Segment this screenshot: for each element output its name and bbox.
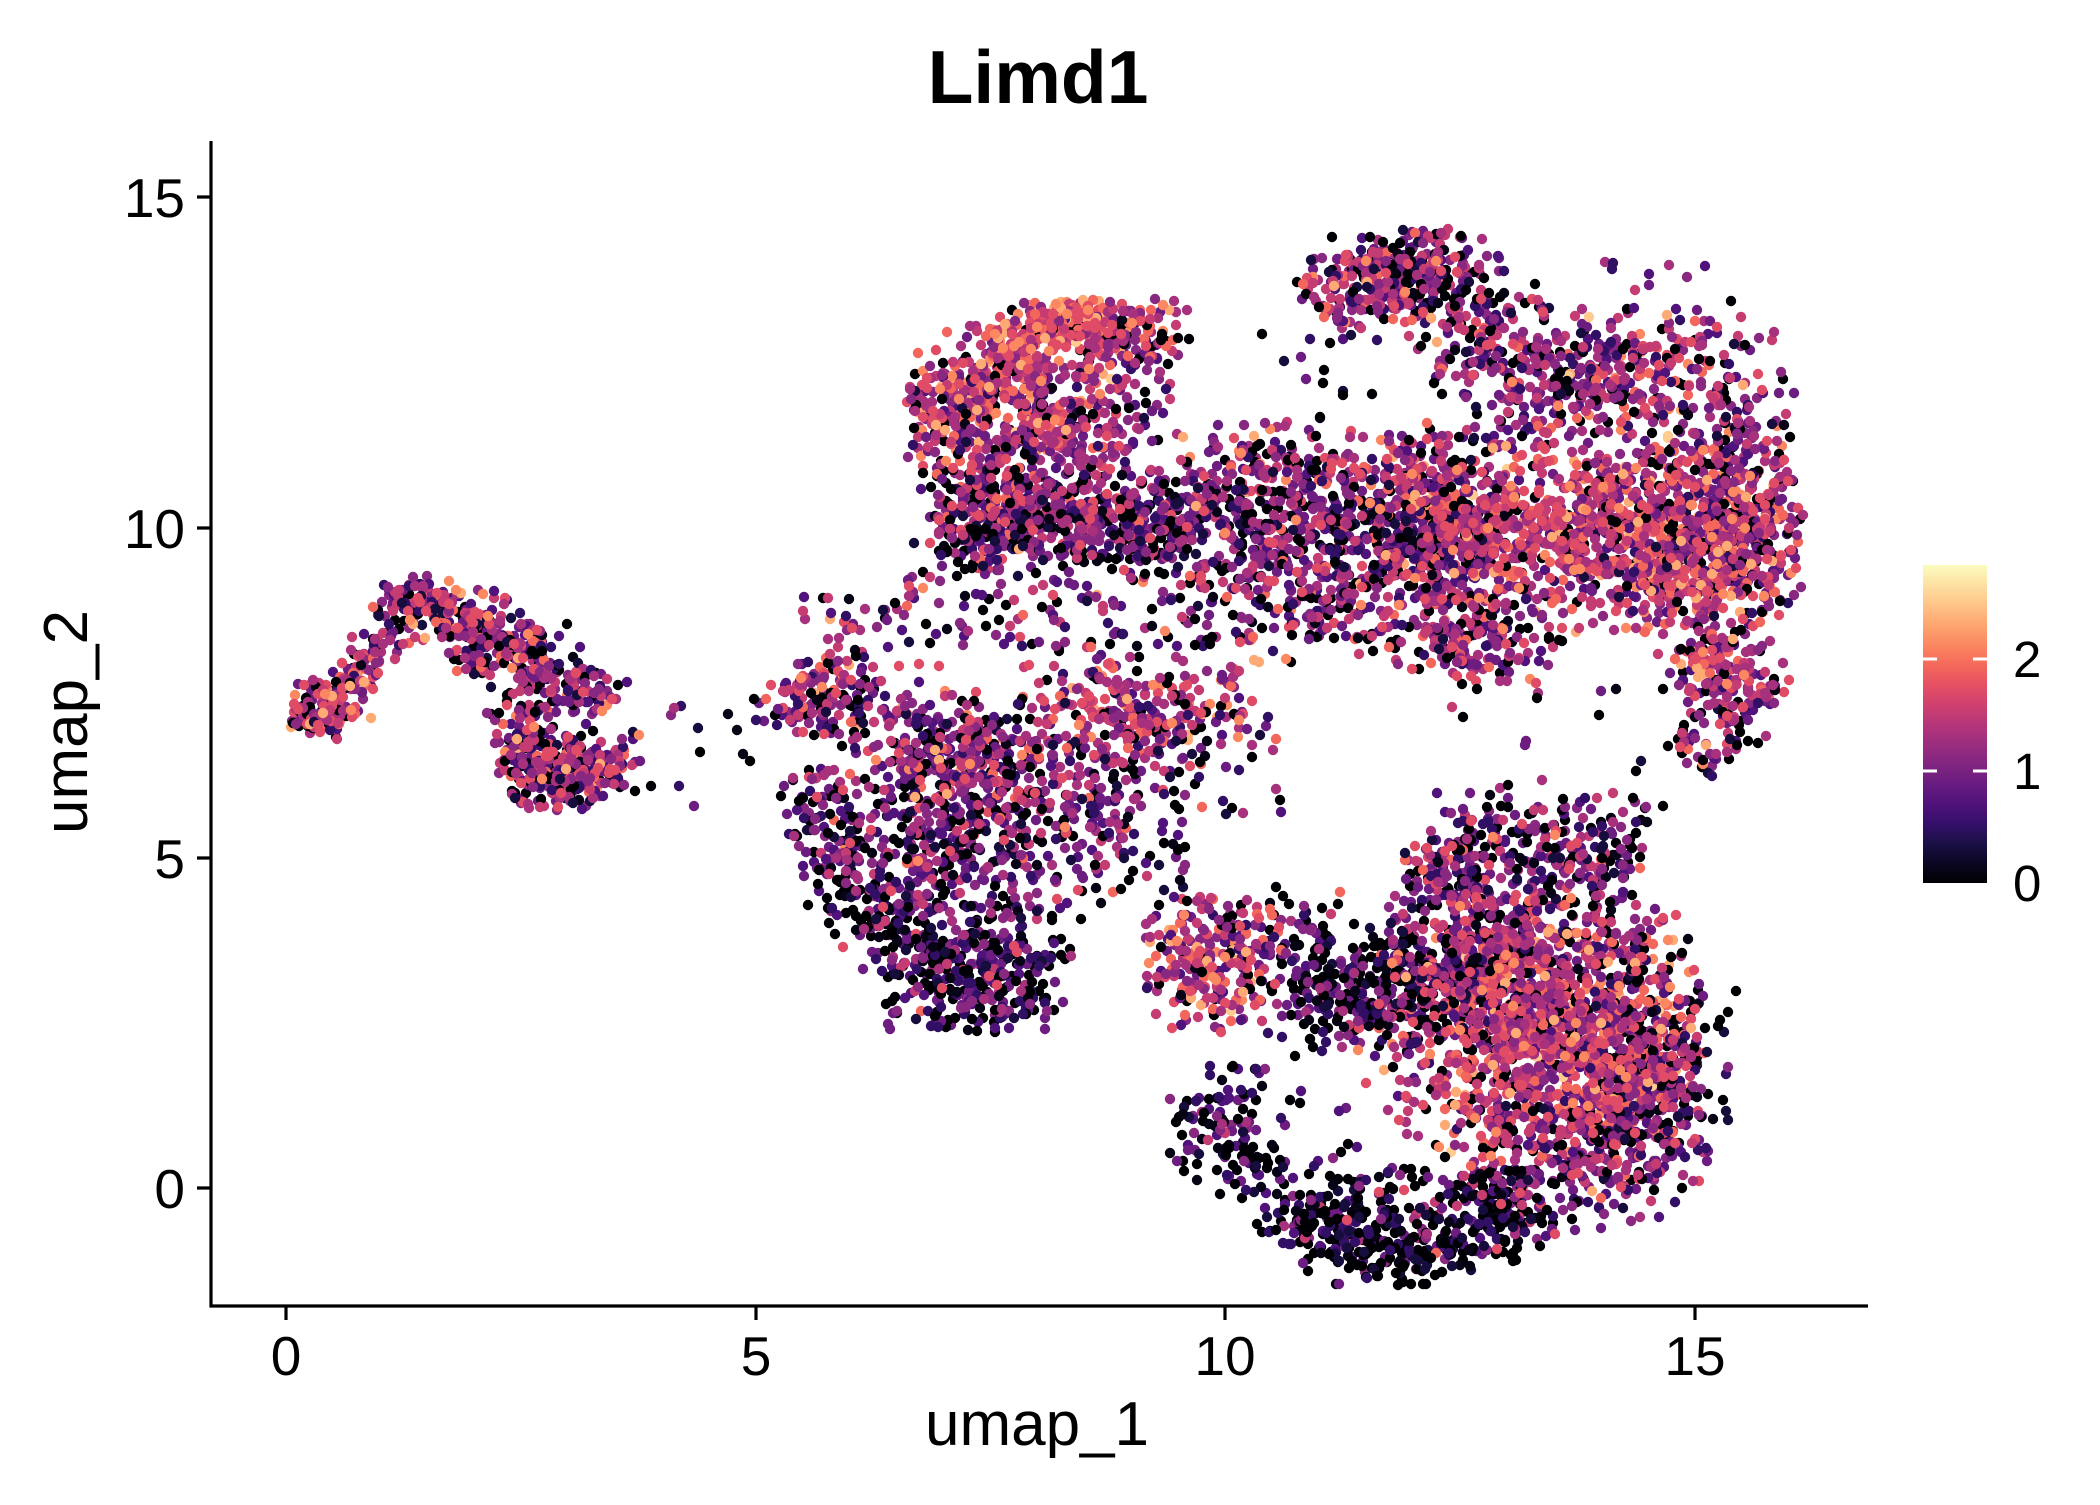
svg-text:Limd1: Limd1: [928, 35, 1149, 119]
svg-text:15: 15: [1664, 1325, 1725, 1387]
svg-text:1: 1: [2013, 743, 2041, 800]
svg-text:15: 15: [124, 167, 185, 229]
svg-text:0: 0: [271, 1325, 302, 1387]
svg-text:umap_2: umap_2: [32, 610, 101, 834]
svg-text:2: 2: [2013, 631, 2041, 688]
svg-text:0: 0: [2013, 855, 2041, 912]
svg-text:5: 5: [741, 1325, 772, 1387]
svg-text:10: 10: [1194, 1325, 1255, 1387]
svg-text:5: 5: [154, 828, 185, 890]
svg-text:umap_1: umap_1: [925, 1390, 1149, 1459]
svg-text:0: 0: [154, 1158, 185, 1220]
svg-text:10: 10: [124, 498, 185, 560]
